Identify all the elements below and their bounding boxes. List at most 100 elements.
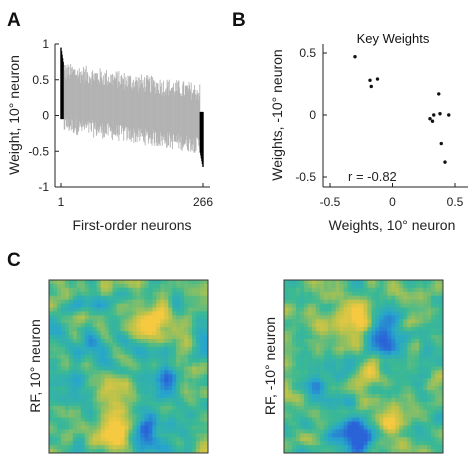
heatmap-cell	[339, 342, 345, 348]
heatmap-cell	[52, 374, 58, 379]
heatmap-cell	[160, 358, 165, 363]
heatmap-cell	[343, 323, 349, 328]
heatmap-cell	[172, 413, 177, 419]
heatmap-cell	[391, 307, 396, 312]
heatmap-cell	[104, 299, 110, 304]
heatmap-cell	[331, 382, 337, 387]
heatmap-cell	[319, 445, 325, 450]
heatmap-cell	[156, 417, 161, 422]
heatmap-cell	[52, 425, 58, 430]
heatmap-cell	[315, 433, 321, 438]
heatmap-cell	[439, 437, 443, 442]
heatmap-cell	[319, 433, 325, 438]
heatmap-cell	[284, 287, 289, 293]
heatmap-cell	[403, 366, 408, 371]
heatmap-cell	[367, 417, 372, 422]
heatmap-cell	[136, 323, 141, 328]
heatmap-cell	[184, 358, 189, 363]
heatmap-cell	[415, 299, 420, 304]
heatmap-cell	[204, 303, 208, 308]
heatmap-cell	[363, 362, 368, 367]
heatmap-cell	[196, 362, 201, 367]
heatmap-cell	[383, 335, 388, 340]
heatmap-cell	[49, 425, 54, 430]
heatmap-cell	[339, 433, 345, 438]
heatmap-cell	[335, 413, 341, 419]
heatmap-cell	[375, 366, 380, 371]
heatmap-cell	[180, 421, 185, 426]
heatmap-cell	[355, 315, 360, 320]
heatmap-cell	[96, 405, 102, 411]
heatmap-cell	[347, 405, 352, 411]
heatmap-cell	[204, 421, 208, 426]
heatmap-cell	[132, 307, 137, 312]
heatmap-cell	[295, 421, 301, 426]
heatmap-cell	[136, 303, 141, 308]
heatmap-cell	[367, 307, 372, 312]
heatmap-cell	[192, 338, 197, 344]
heatmap-cell	[367, 405, 372, 411]
heatmap-cell	[335, 307, 341, 312]
heatmap-cell	[367, 346, 372, 352]
heatmap-cell	[303, 354, 309, 360]
heatmap-cell	[335, 394, 341, 399]
heatmap-cell	[351, 366, 356, 371]
heatmap-cell	[339, 323, 345, 328]
heatmap-cell	[172, 342, 177, 348]
heatmap-cell	[419, 366, 424, 371]
heatmap-cell	[295, 307, 301, 312]
heatmap-cell	[363, 390, 368, 395]
heatmap-cell	[387, 366, 392, 371]
heatmap-cell	[391, 331, 396, 336]
heatmap-cell	[108, 307, 114, 312]
heatmap-cell	[319, 303, 325, 308]
heatmap-cell	[367, 366, 372, 371]
heatmap-cell	[395, 315, 400, 320]
heatmap-cell	[136, 421, 141, 426]
heatmap-cell	[307, 425, 313, 430]
heatmap-cell	[112, 280, 117, 285]
heatmap-cell	[96, 303, 102, 308]
heatmap-cell	[387, 307, 392, 312]
heatmap-cell	[319, 449, 325, 453]
heatmap-cell	[339, 390, 345, 395]
heatmap-cell	[52, 429, 58, 434]
heatmap-cell	[52, 433, 58, 438]
heatmap-cell	[399, 417, 404, 422]
heatmap-cell	[339, 401, 345, 407]
heatmap-cell	[431, 386, 436, 391]
heatmap-cell	[407, 315, 412, 320]
heatmap-cell	[363, 323, 368, 328]
heatmap-cell	[124, 335, 129, 340]
heatmap-cell	[60, 374, 66, 379]
heatmap-cell	[363, 370, 368, 375]
heatmap-cell	[379, 350, 384, 356]
heatmap-cell	[343, 287, 349, 293]
heatmap-cell	[164, 433, 169, 438]
heatmap-cell	[299, 338, 305, 344]
heatmap-cell	[192, 287, 197, 293]
heatmap-cell	[343, 433, 349, 438]
heatmap-cell	[204, 401, 208, 407]
heatmap-cell	[419, 413, 424, 419]
heatmap-cell	[116, 295, 121, 301]
heatmap-cell	[64, 397, 70, 403]
heatmap-cell	[303, 433, 309, 438]
heatmap-cell	[172, 449, 177, 453]
heatmap-cell	[431, 319, 436, 324]
heatmap-cell	[331, 350, 337, 356]
heatmap-cell	[148, 362, 153, 367]
heatmap-cell	[415, 283, 420, 289]
heatmap-cell	[299, 342, 305, 348]
heatmap-cell	[200, 331, 205, 336]
heatmap-cell	[343, 346, 349, 352]
heatmap-cell	[351, 413, 356, 419]
heatmap-cell	[116, 342, 121, 348]
heatmap-cell	[100, 362, 106, 367]
heatmap-cell	[351, 449, 356, 453]
heatmap-cell	[339, 409, 345, 415]
heatmap-cell	[427, 331, 432, 336]
heatmap-cell	[112, 390, 117, 395]
heatmap-cell	[347, 315, 352, 320]
heatmap-cell	[120, 449, 125, 453]
